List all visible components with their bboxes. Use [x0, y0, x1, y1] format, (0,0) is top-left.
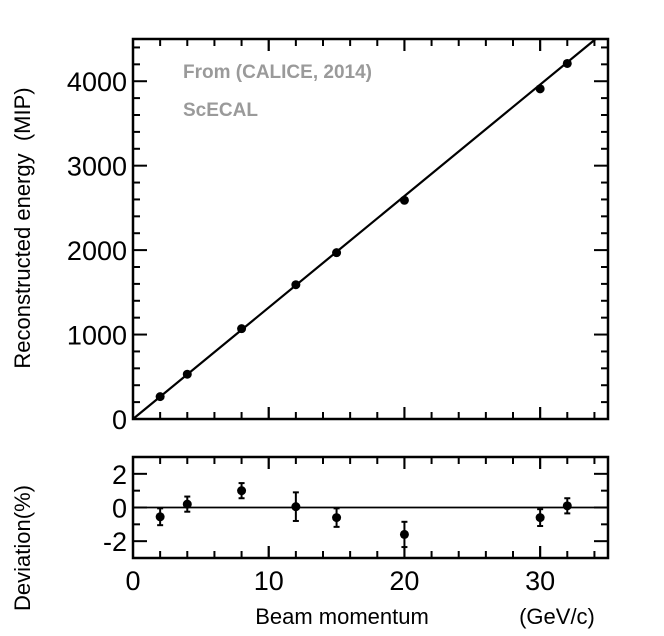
y-tick-label: 0: [112, 494, 127, 524]
y-tick-label: 0: [112, 405, 127, 435]
data-point: [399, 195, 409, 205]
data-point: [535, 84, 545, 94]
data-point: [562, 58, 572, 68]
plot-frame: [131, 37, 610, 421]
x-tick-label: 10: [254, 566, 284, 596]
data-point: [155, 392, 165, 402]
data-point: [237, 324, 247, 334]
data-point: [332, 513, 342, 523]
y-tick-label: 1000: [67, 321, 127, 351]
main-panel: 0 1000 2000 3000 4000: [67, 37, 610, 435]
data-point: [155, 512, 165, 522]
x-tick-label: 0: [125, 566, 140, 596]
plot-frame: [131, 455, 610, 560]
y-tick-label: 3000: [67, 152, 127, 182]
data-point: [399, 529, 409, 539]
y-axis-label: Reconstructed energy (MIP): [10, 87, 35, 368]
y-tick-label: 4000: [67, 67, 127, 97]
x-tick-label: 30: [525, 566, 555, 596]
x-tick-label: 20: [389, 566, 419, 596]
x-axis-label: Beam momentum: [255, 604, 429, 629]
x-axis-unit: (GeV/c): [519, 604, 595, 629]
data-point: [562, 501, 572, 511]
data-point: [332, 248, 342, 258]
fit-line: [132, 38, 597, 420]
annotation-source: From (CALICE, 2014): [183, 62, 372, 83]
data-point: [291, 280, 301, 290]
data-point: [291, 502, 301, 512]
data-point: [535, 513, 545, 523]
y-tick-label: 2: [112, 460, 127, 490]
data-point: [182, 369, 192, 379]
data-point: [182, 499, 192, 509]
y-tick-label: -2: [103, 527, 127, 557]
y-tick-label: 2000: [67, 236, 127, 266]
deviation-axis-label: Deviation(%): [10, 485, 35, 611]
annotation-detector: ScECAL: [183, 100, 258, 121]
data-point: [237, 486, 247, 496]
